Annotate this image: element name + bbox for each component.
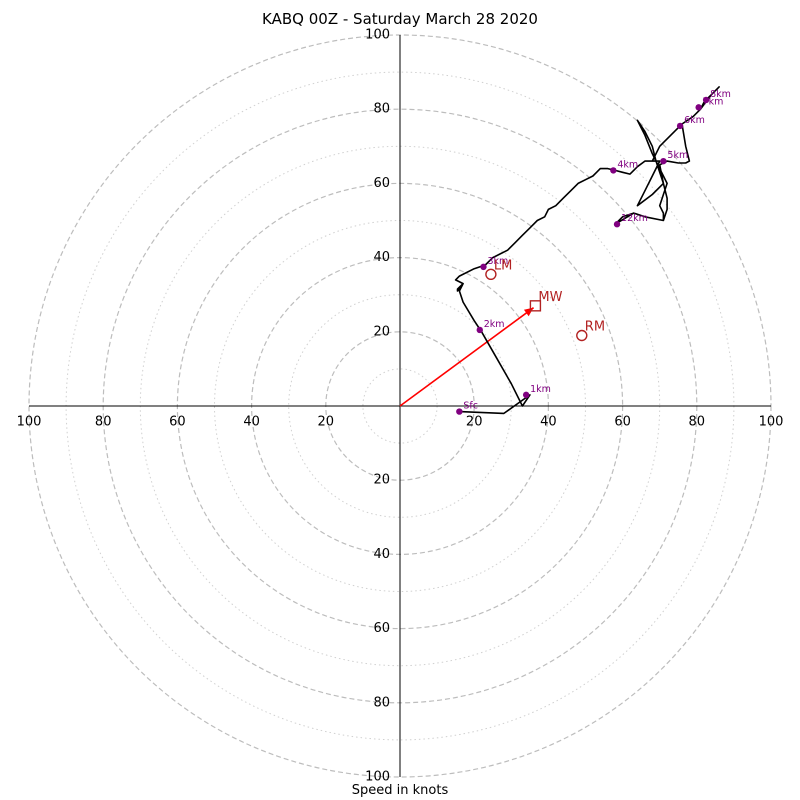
height-marker-dot [456, 408, 463, 415]
tick-label: 60 [373, 621, 390, 636]
tick-label: 80 [373, 695, 390, 710]
tick-label: 20 [318, 415, 335, 430]
tick-label: 60 [373, 176, 390, 191]
storm-motion-circle [576, 329, 588, 342]
height-marker-dot [613, 221, 621, 228]
tick-label: 100 [365, 28, 390, 43]
height-marker-dot [476, 326, 483, 334]
tick-label: 20 [373, 473, 390, 488]
height-marker-dot [660, 157, 667, 165]
tick-label: 40 [540, 415, 557, 430]
tick-label: 40 [373, 547, 390, 562]
storm-motion-square [529, 300, 542, 312]
tick-label: 100 [759, 415, 784, 430]
height-marker-dot [522, 391, 530, 399]
shear-vector-line [399, 307, 535, 407]
height-marker-dot [480, 263, 487, 271]
tick-label: 20 [466, 415, 483, 430]
tick-label: 40 [373, 250, 390, 265]
height-marker-label: 3km [487, 256, 508, 267]
height-marker-dot [702, 96, 710, 104]
chart-title: KABQ 00Z - Saturday March 28 2020 [262, 10, 538, 28]
height-marker-label: 8km [710, 89, 731, 100]
height-marker-dot [695, 104, 702, 111]
height-marker-label: 12km [621, 213, 648, 224]
storm-motion-label: LM [494, 258, 512, 273]
height-marker-label: 7km [703, 96, 724, 107]
tick-label: 60 [614, 415, 631, 430]
tick-label: 40 [243, 415, 260, 430]
height-marker-dot [676, 122, 684, 130]
tick-labels: 20 20 20 20 40 40 40 40 60 60 60 60 80 80 80 80 100 100 10… [17, 28, 784, 785]
height-marker-label: 2km [484, 319, 505, 330]
tick-label: 80 [373, 102, 390, 117]
tick-label: 100 [365, 770, 390, 785]
wind-trace-layer [454, 86, 720, 415]
height-marker-dot [610, 167, 617, 174]
tick-label: 60 [169, 415, 186, 430]
height-marker-label: 4km [617, 159, 638, 170]
storm-motion-label: RM [585, 320, 605, 335]
height-marker-label: 6km [684, 115, 705, 126]
tick-label: 80 [95, 415, 112, 430]
height-marker-label: 5km [667, 150, 688, 161]
shear-vector-arrowhead [523, 307, 534, 317]
storm-motion-label: MW [538, 290, 562, 305]
height-marker-label: Sfc [463, 401, 478, 412]
tick-label: 80 [689, 415, 706, 430]
tick-label: 100 [17, 415, 42, 430]
x-axis-label: Speed in knots [351, 783, 449, 798]
height-marker-label: 1km [530, 384, 551, 395]
storm-motion-circle [485, 268, 497, 280]
shear-vector-layer [399, 307, 535, 407]
tick-label: 20 [373, 324, 390, 339]
storm-motion-markers: LM RM MW [485, 258, 605, 342]
wind-trace-line [454, 86, 720, 415]
